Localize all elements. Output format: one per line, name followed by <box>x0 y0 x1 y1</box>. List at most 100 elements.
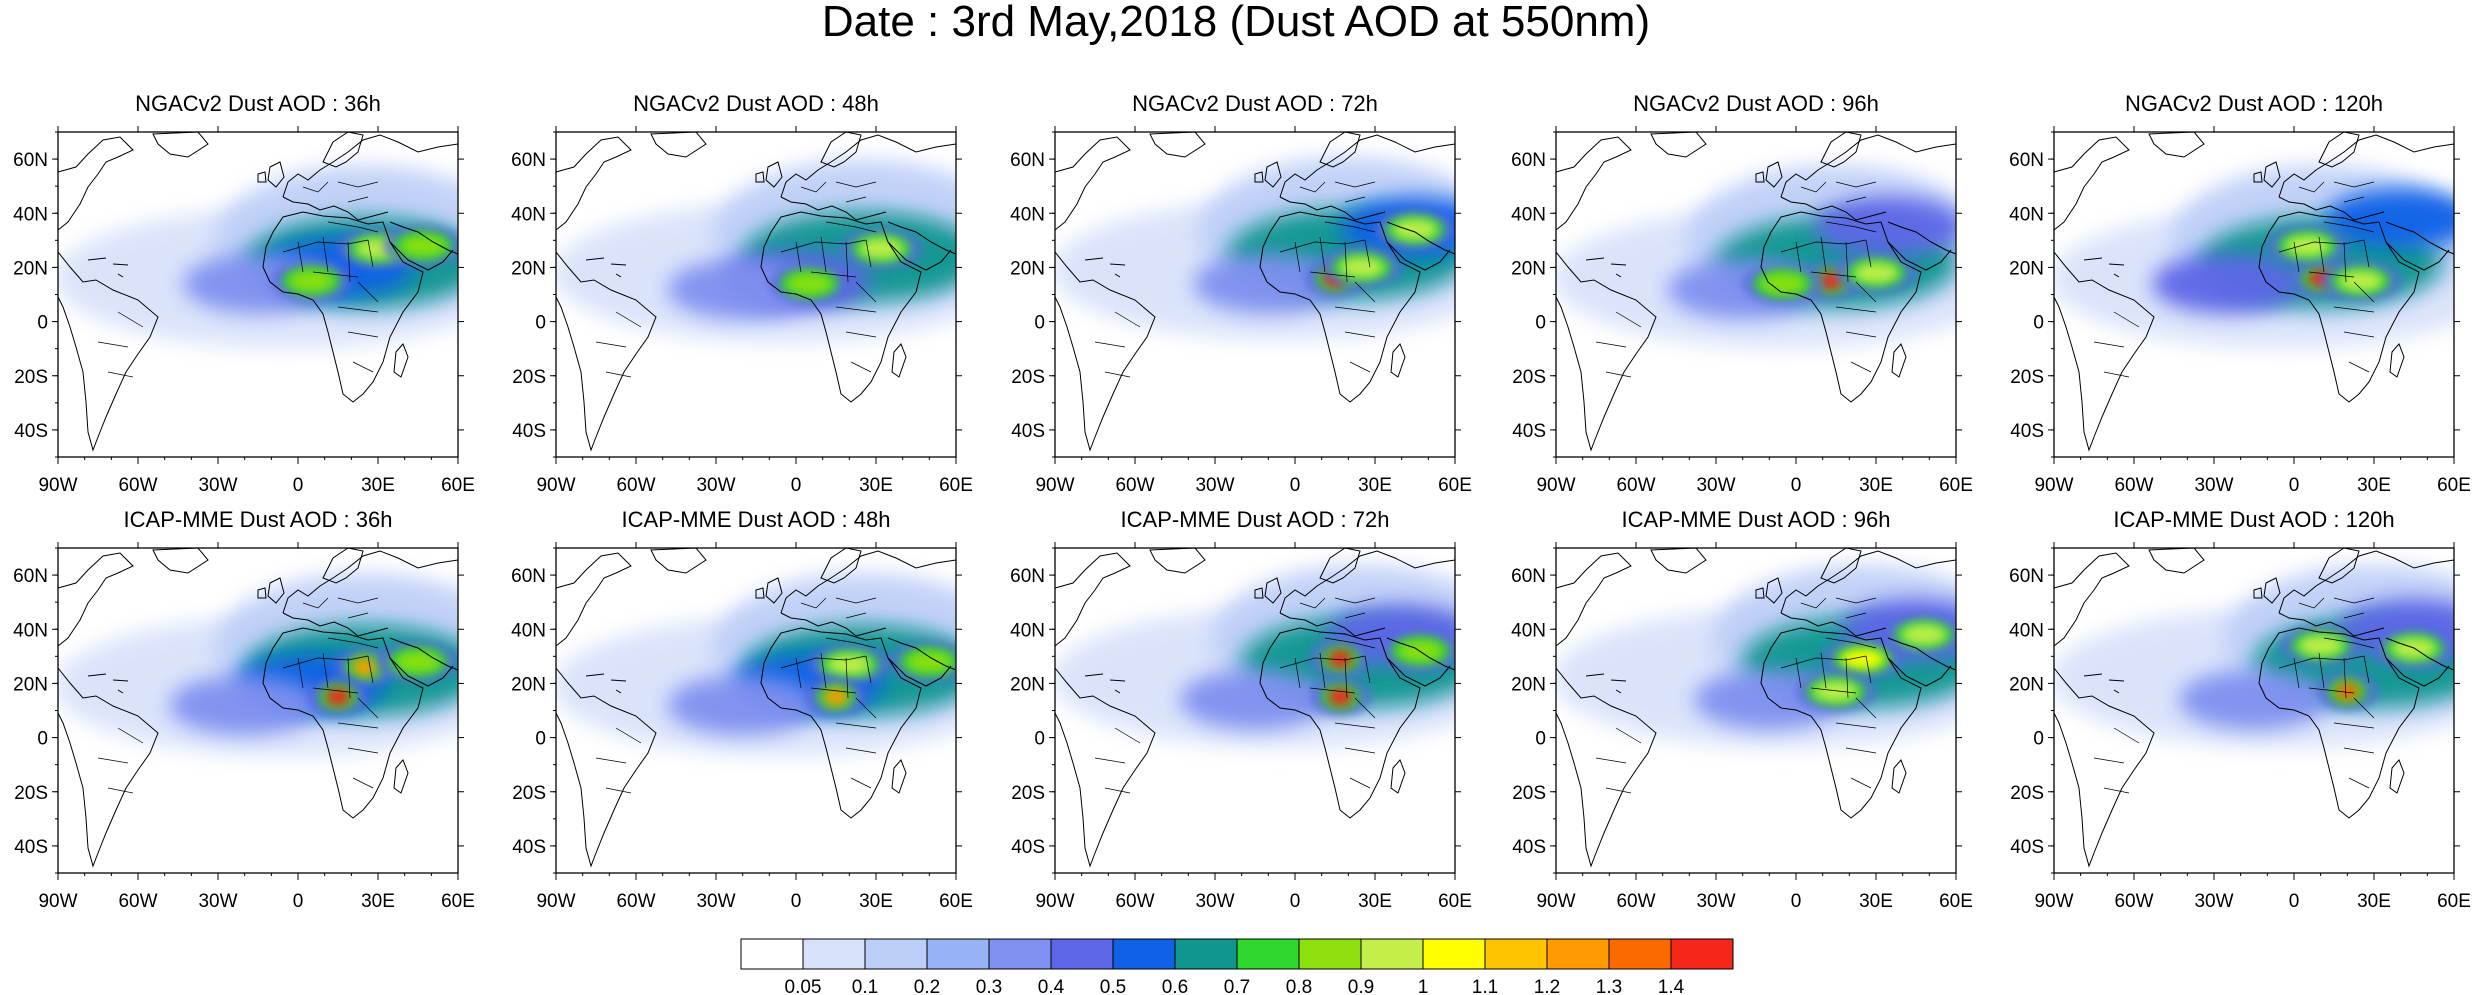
lon-label: 30W <box>2194 475 2233 496</box>
lat-label: 60N <box>1010 566 1045 587</box>
lon-label: 60E <box>1438 475 1472 496</box>
lon-label: 0 <box>1791 891 1802 912</box>
lon-label: 90W <box>38 891 77 912</box>
panel-title: NGACv2 Dust AOD : 96h <box>1633 91 1879 116</box>
lat-label: 40N <box>13 204 48 225</box>
aod-plume <box>667 675 818 736</box>
lat-label: 20S <box>2010 367 2044 388</box>
panel-title: ICAP-MME Dust AOD : 96h <box>1621 507 1891 532</box>
lat-label: 40N <box>2009 204 2044 225</box>
lat-label: 20S <box>1512 367 1546 388</box>
aod-plume <box>1180 669 1330 730</box>
aod-plume <box>326 687 350 706</box>
aod-plume <box>352 658 377 677</box>
lon-label: 60W <box>1115 475 1154 496</box>
lon-label: 30W <box>1195 475 1234 496</box>
lon-label: 60E <box>939 891 973 912</box>
lat-label: 20N <box>1511 258 1546 279</box>
lat-label: 0 <box>2033 313 2044 334</box>
lat-label: 0 <box>1034 729 1045 750</box>
colorbar-label: 0.7 <box>1224 977 1250 995</box>
lon-label: 60E <box>2437 891 2471 912</box>
aod-plume <box>859 238 904 259</box>
lon-label: 30E <box>2357 891 2391 912</box>
lat-label: 40S <box>1512 837 1546 858</box>
lon-label: 60W <box>616 891 655 912</box>
colorbar-swatch <box>1298 938 1362 970</box>
aod-plume <box>824 687 848 706</box>
lon-label: 60W <box>1115 891 1154 912</box>
lat-label: 20N <box>1511 674 1546 695</box>
lat-label: 20S <box>1011 367 1045 388</box>
colorbar-swatch <box>740 938 804 970</box>
aod-plume <box>2338 270 2383 291</box>
aod-plume <box>2298 635 2343 656</box>
lat-label: 40S <box>512 421 546 442</box>
map-panel: 60N 40N 20N 0 20S 40S 90W 60W 30W 0 30E 60E <box>511 542 973 912</box>
lat-label: 0 <box>535 313 546 334</box>
lat-label: 20N <box>511 258 546 279</box>
lat-label: 60N <box>2009 150 2044 171</box>
map-panel: 60N 40N 20N 0 20S 40S 90W 60W 30W 0 30E 60E <box>1010 126 1472 496</box>
lat-label: 0 <box>37 313 48 334</box>
lon-label: 30W <box>198 475 237 496</box>
lon-label: 30E <box>859 475 893 496</box>
lat-label: 60N <box>1511 150 1546 171</box>
lon-label: 60E <box>1438 891 1472 912</box>
lat-label: 60N <box>511 150 546 171</box>
map-panel: 60N 40N 20N 0 20S 40S 90W 60W 30W 0 30E 60E <box>1010 542 1472 912</box>
colorbar-swatch <box>1670 938 1734 970</box>
lat-label: 60N <box>13 150 48 171</box>
colorbar-swatch <box>1546 938 1610 970</box>
colorbar-label: 0.4 <box>1038 977 1065 995</box>
aod-plume <box>1398 640 1443 661</box>
lat-label: 40S <box>2010 421 2044 442</box>
panel-title: ICAP-MME Dust AOD : 48h <box>621 507 891 532</box>
lon-label: 30W <box>696 475 735 496</box>
lat-label: 20S <box>14 783 48 804</box>
lat-label: 60N <box>511 566 546 587</box>
lat-label: 20S <box>1011 783 1045 804</box>
lat-label: 20S <box>512 367 546 388</box>
lon-label: 30E <box>859 891 893 912</box>
colorbar-swatch <box>988 938 1052 970</box>
lon-label: 60W <box>1616 475 1655 496</box>
aod-plume <box>827 654 872 675</box>
lon-label: 60E <box>441 891 475 912</box>
aod-field <box>1556 165 1956 349</box>
aod-plume <box>1393 219 1437 240</box>
lat-label: 60N <box>2009 566 2044 587</box>
lat-label: 0 <box>535 729 546 750</box>
lon-label: 60E <box>441 475 475 496</box>
lat-label: 20N <box>1010 258 1045 279</box>
lat-label: 0 <box>1535 313 1546 334</box>
lon-label: 60E <box>2437 475 2471 496</box>
colorbar-swatch <box>1608 938 1672 970</box>
panel-title: NGACv2 Dust AOD : 120h <box>2125 91 2383 116</box>
lat-label: 40S <box>1011 421 1045 442</box>
lon-label: 60E <box>1939 475 1973 496</box>
lon-label: 0 <box>293 475 304 496</box>
lat-label: 0 <box>1535 729 1546 750</box>
lat-label: 0 <box>1034 313 1045 334</box>
aod-plume <box>289 270 334 291</box>
colorbar-swatch <box>926 938 990 970</box>
lon-label: 30W <box>1696 475 1735 496</box>
aod-plume <box>1814 196 1956 257</box>
lat-label: 0 <box>2033 729 2044 750</box>
lat-label: 20N <box>2009 258 2044 279</box>
colorbar-swatch <box>864 938 928 970</box>
aod-plume <box>2325 188 2454 249</box>
lon-label: 90W <box>536 891 575 912</box>
lon-label: 0 <box>1290 475 1301 496</box>
aod-plume <box>907 651 952 672</box>
colorbar-label: 1.3 <box>1596 977 1622 995</box>
aod-plume <box>2285 235 2330 256</box>
lat-label: 20S <box>2010 783 2044 804</box>
colorbar-swatch <box>802 938 866 970</box>
map-panel: 60N 40N 20N 0 20S 40S 90W 60W 30W 0 30E 60E <box>13 126 475 496</box>
panel-title: ICAP-MME Dust AOD : 36h <box>123 507 393 532</box>
lat-label: 20N <box>2009 674 2044 695</box>
lat-label: 40S <box>1011 837 1045 858</box>
colorbar-label: 0.8 <box>1286 977 1312 995</box>
